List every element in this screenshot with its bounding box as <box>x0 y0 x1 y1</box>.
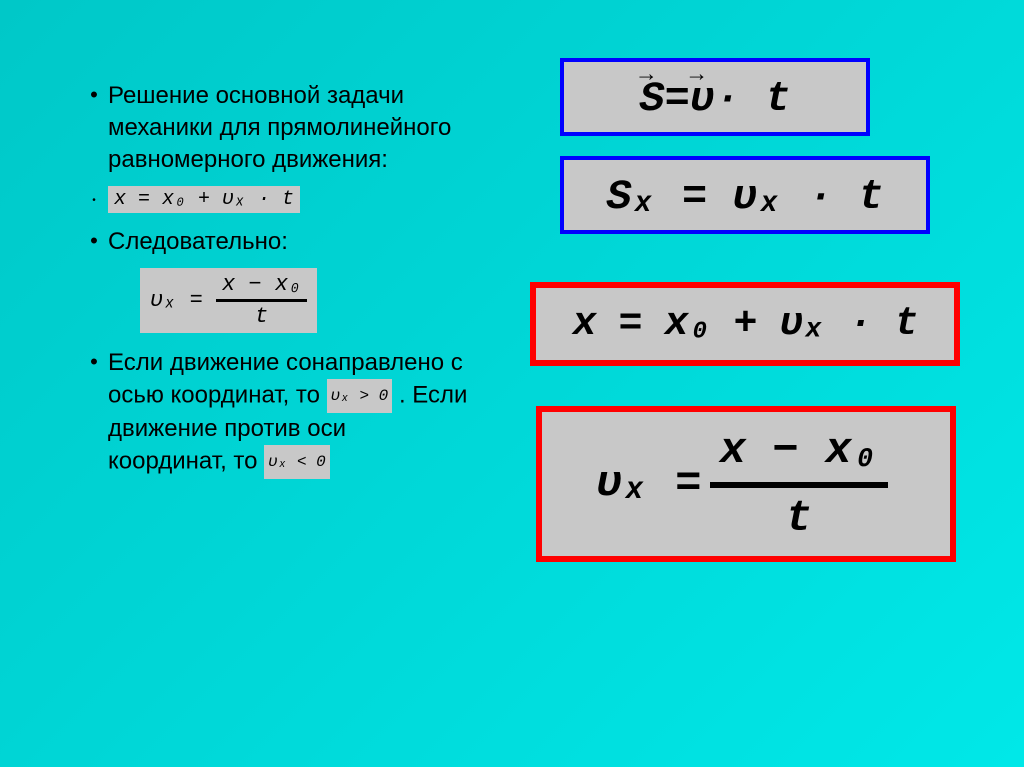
left-text-column: • Решение основной задачи механики для п… <box>80 80 470 489</box>
bullet-dot: • <box>80 347 108 377</box>
vx-bigden: t <box>710 488 888 546</box>
vx-lhs: υₓ = <box>150 288 203 313</box>
vec-s: S <box>639 75 664 123</box>
bullet-3-text: Если движение сонаправлено с осью коорди… <box>108 347 470 479</box>
right-formula-column: S = υ · t Sₓ = υₓ · t x = x₀ + υₓ · t υₓ… <box>540 58 980 562</box>
formula-vx-fraction: υₓ = x − x₀ t <box>140 268 470 333</box>
vx-lhs-big: υₓ = <box>596 459 702 509</box>
vx-num: x − x₀ <box>216 272 307 302</box>
times-t: · t <box>715 75 791 123</box>
bullet-2-text: Следовательно: <box>108 226 288 258</box>
vec-v: υ <box>690 75 715 123</box>
bullet-2: • Следовательно: <box>80 226 470 258</box>
cond-vx-pos: υₓ > 0 <box>327 379 393 413</box>
eq: = <box>665 75 690 123</box>
bullet-1: • Решение основной задачи механики для п… <box>80 80 470 176</box>
bullet-dot: • <box>80 80 108 110</box>
formula-x-eq: x = x₀ + υₓ · t <box>108 186 300 213</box>
vx-den: t <box>216 302 307 329</box>
bullet-formula-1: • x = x₀ + υₓ · t <box>80 186 470 216</box>
formula-box-x-eq: x = x₀ + υₓ · t <box>530 282 960 366</box>
bullet-dot: • <box>80 186 108 216</box>
vx-bignum: x − x₀ <box>710 422 888 488</box>
bullet-3: • Если движение сонаправлено с осью коор… <box>80 347 470 479</box>
bullet-dot: • <box>80 226 108 256</box>
bullet-1-text: Решение основной задачи механики для пря… <box>108 80 470 176</box>
sx-eq: Sₓ = υₓ · t <box>606 173 883 221</box>
cond-vx-neg: υₓ < 0 <box>264 445 330 479</box>
formula-box-vx-frac: υₓ = x − x₀ t <box>536 406 956 562</box>
formula-box-sx: Sₓ = υₓ · t <box>560 156 930 234</box>
x-eq-text: x = x₀ + υₓ · t <box>572 302 917 347</box>
vx-bigfrac: x − x₀ t <box>710 422 888 546</box>
formula-box-s-vector: S = υ · t <box>560 58 870 136</box>
vx-frac: x − x₀ t <box>216 272 307 329</box>
inline-formula-x: x = x₀ + υₓ · t <box>108 186 300 213</box>
